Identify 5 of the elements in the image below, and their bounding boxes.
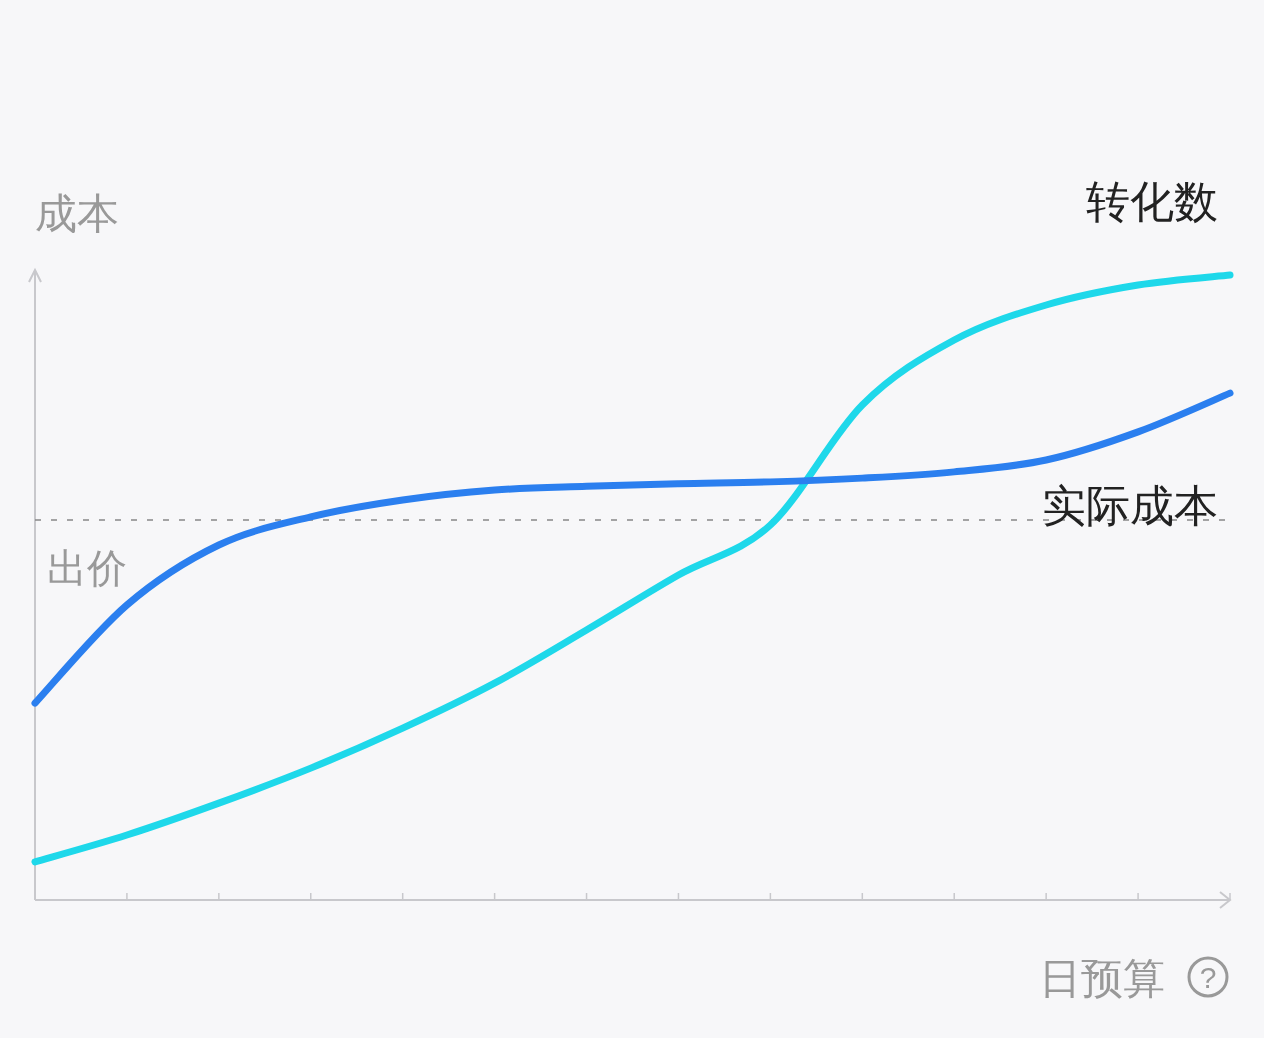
ref-line-label: 出价 xyxy=(47,546,127,590)
x-axis-title: 日预算 xyxy=(1039,955,1165,1002)
series-label: 实际成本 xyxy=(1042,481,1218,531)
series-label: 转化数 xyxy=(1086,177,1218,226)
y-axis-title: 成本 xyxy=(35,190,119,237)
